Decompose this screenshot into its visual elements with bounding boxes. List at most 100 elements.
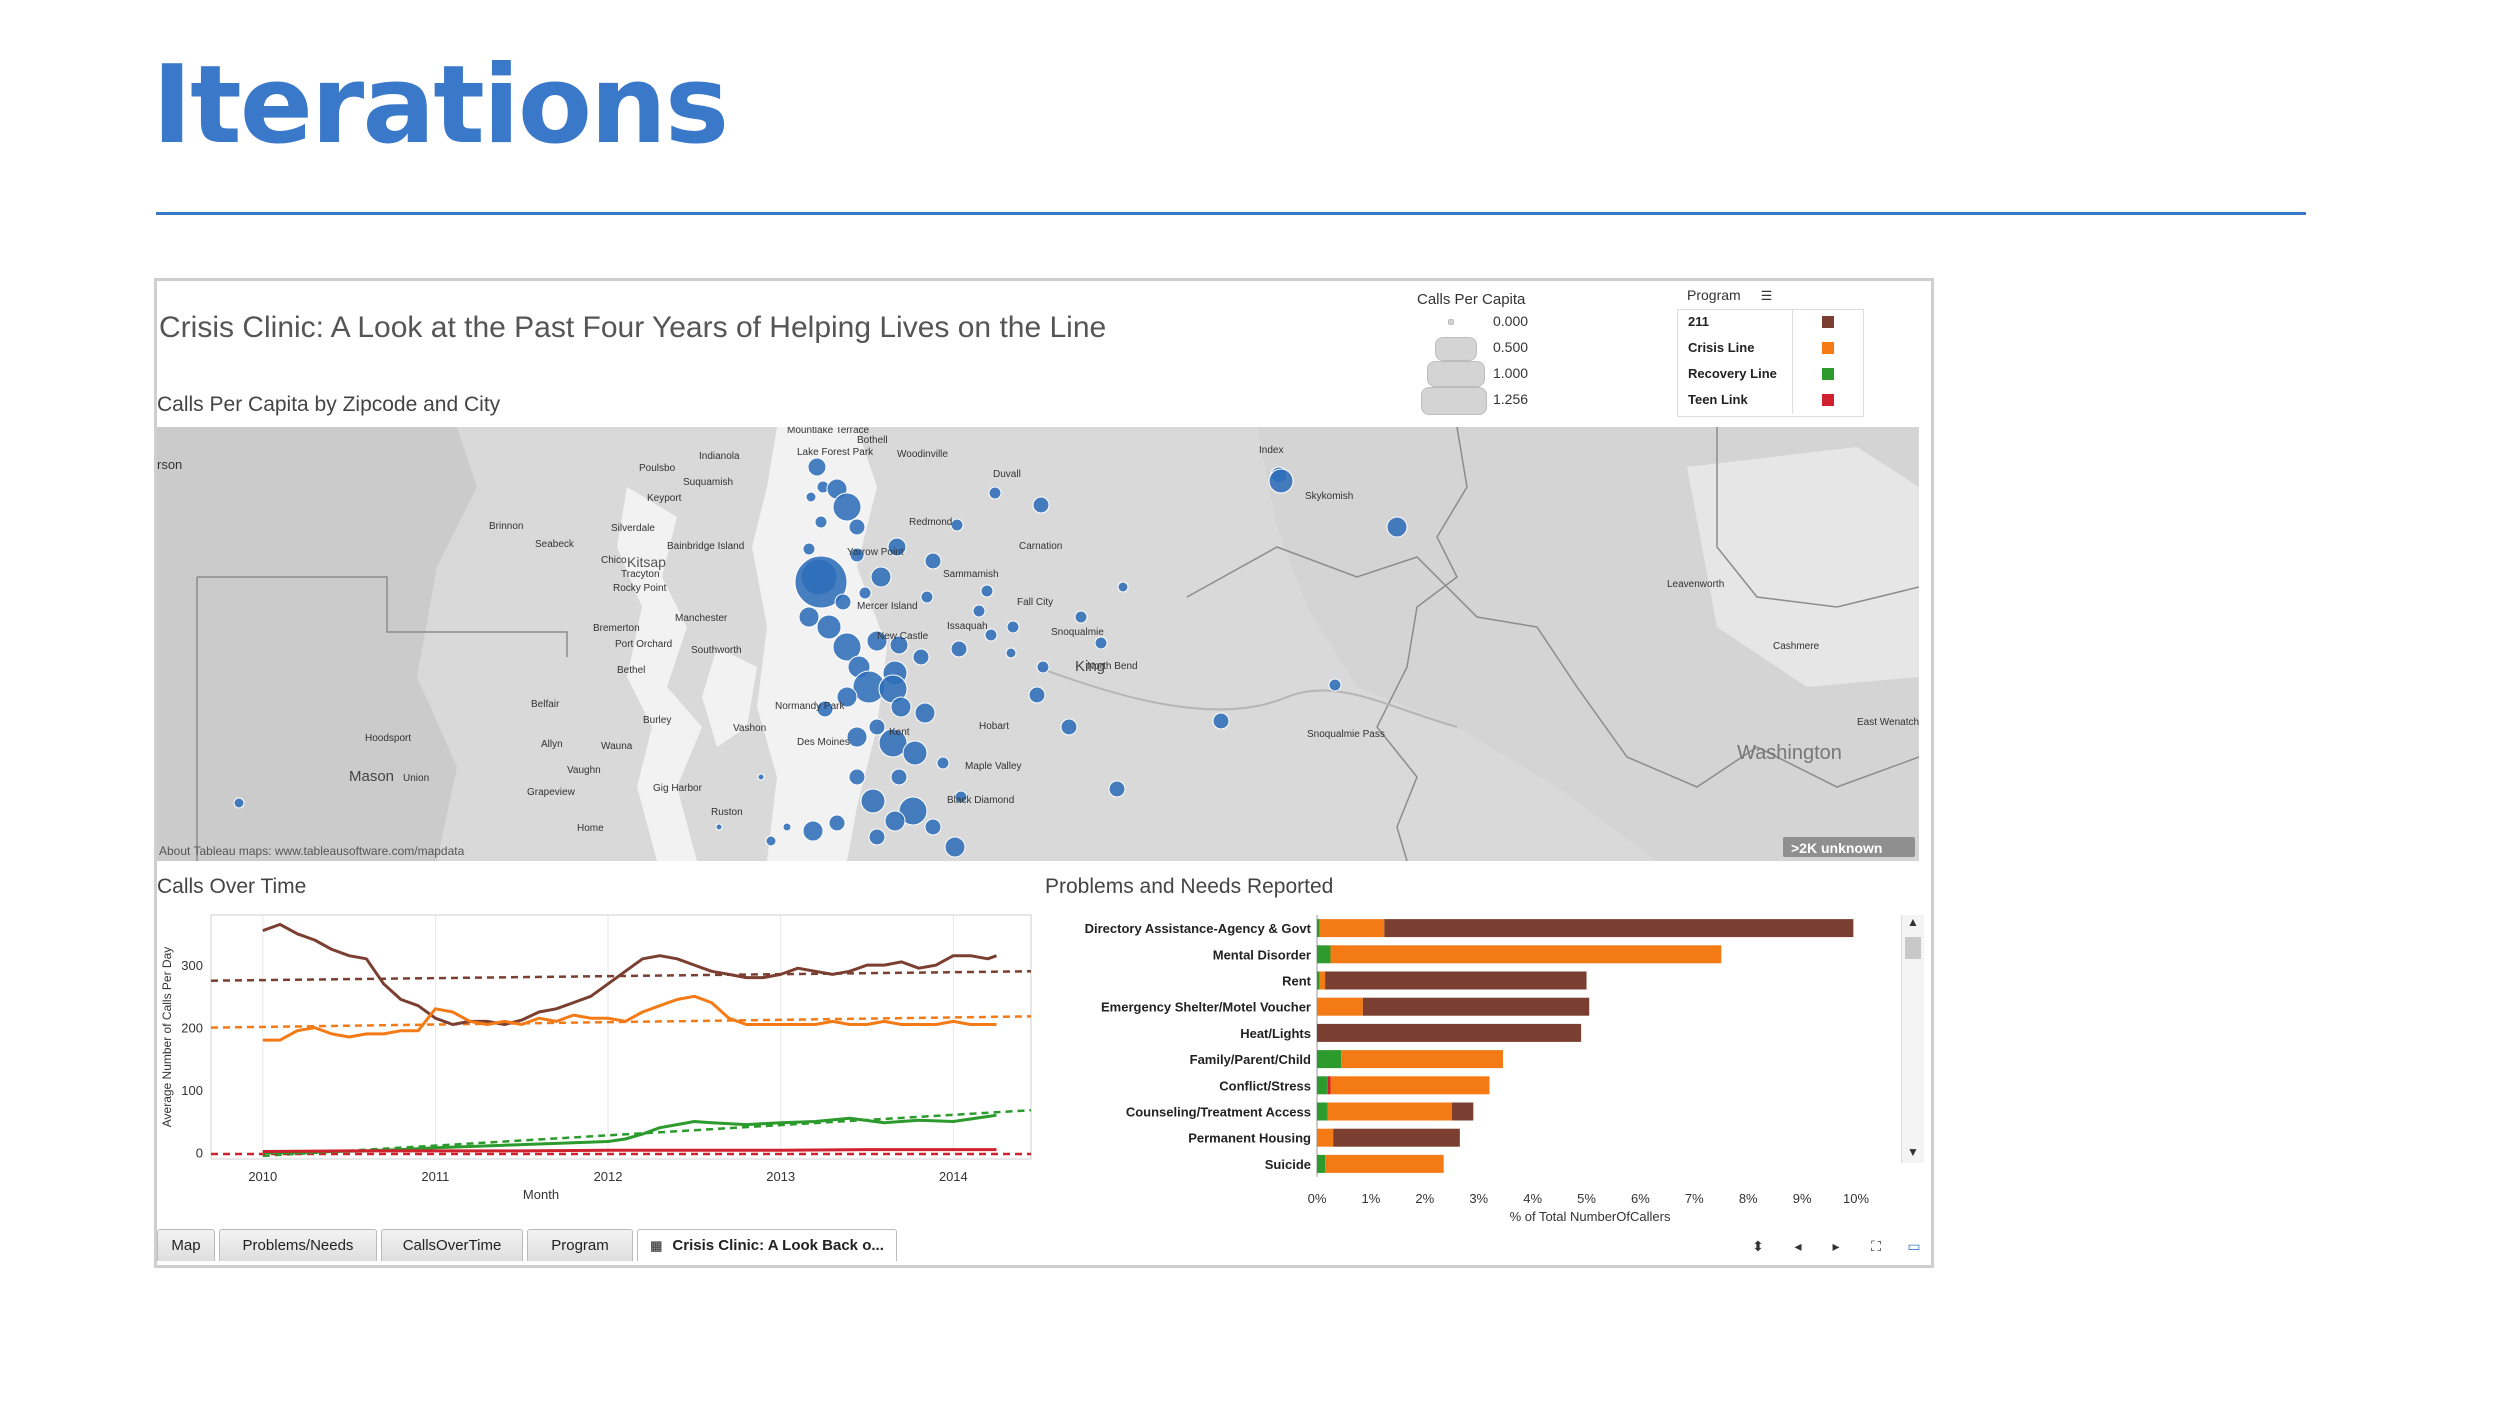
x-tick-label: 0% — [1308, 1191, 1327, 1206]
map-dot — [1036, 660, 1050, 674]
category-label: Heat/Lights — [1240, 1026, 1311, 1041]
size-swatch — [1435, 337, 1477, 361]
category-label: Mental Disorder — [1213, 947, 1311, 962]
bar-segment — [1317, 1154, 1326, 1173]
map-dot — [715, 823, 723, 831]
map-labels: Mountlake Terrace Bothell Lake Forest Pa… — [157, 427, 1919, 834]
bar-segment — [1330, 1076, 1490, 1095]
map-dot — [870, 566, 892, 588]
fullscreen-icon[interactable]: ⛶ — [1871, 1237, 1881, 1254]
map-dots — [233, 457, 1408, 858]
bar-segment — [1317, 971, 1320, 990]
map-label: Brinnon — [489, 521, 523, 532]
map-dot — [868, 718, 886, 736]
title-divider — [156, 212, 2306, 215]
bar-segment — [1325, 971, 1587, 990]
map-dot — [1032, 496, 1050, 514]
legend-item-crisis-line[interactable]: Crisis Line — [1686, 336, 1856, 362]
map-label: Lake Forest Park — [797, 447, 874, 458]
scroll-thumb[interactable] — [1905, 937, 1921, 959]
map-label: Southworth — [691, 645, 742, 656]
sheet-tab-bar: Map Problems/Needs CallsOverTime Program… — [157, 1225, 1931, 1265]
map-dot — [1060, 718, 1078, 736]
map-label: Woodinville — [897, 449, 948, 460]
map-label: Seabeck — [535, 539, 575, 550]
tab-map[interactable]: Map — [157, 1229, 215, 1261]
map-title: Calls Per Capita by Zipcode and City — [157, 393, 501, 416]
map-dot — [1117, 581, 1129, 593]
bar-segment — [1317, 945, 1331, 964]
previous-sheet-icon[interactable]: ◂ — [1794, 1237, 1802, 1254]
y-tick-label: 100 — [181, 1083, 203, 1098]
map-label: Bethel — [617, 665, 645, 676]
scroll-down-icon[interactable]: ▼ — [1907, 1145, 1919, 1159]
presentation-mode-icon[interactable]: ▭ — [1907, 1237, 1921, 1254]
x-tick-label: 2% — [1415, 1191, 1434, 1206]
series-line — [262, 994, 997, 1042]
map-label: Kent — [889, 727, 910, 738]
map-dot — [1006, 620, 1020, 634]
map-dot — [1108, 780, 1126, 798]
bar-chart-svg: Directory Assistance-Agency & Govt Mental… — [1085, 915, 1869, 1224]
map-canvas[interactable]: Mountlake Terrace Bothell Lake Forest Pa… — [157, 427, 1919, 861]
county-border — [1716, 427, 1919, 608]
map-view[interactable]: Mountlake Terrace Bothell Lake Forest Pa… — [157, 427, 1919, 861]
tab-program[interactable]: Program — [527, 1229, 633, 1261]
map-label: Skykomish — [1305, 491, 1353, 502]
map-label: Bremerton — [593, 623, 640, 634]
legend-label: 211 — [1688, 314, 1709, 329]
bar-segment — [1451, 1102, 1474, 1121]
map-label: Snoqualmie — [1051, 627, 1104, 638]
map-dot — [816, 700, 834, 718]
map-dot — [832, 632, 862, 662]
map-dot — [1386, 516, 1408, 538]
map-dot — [757, 773, 765, 781]
map-dot — [890, 768, 908, 786]
x-tick-label: 2011 — [421, 1169, 449, 1184]
bar-chart: Directory Assistance-Agency & Govt Mental… — [1043, 911, 1931, 1224]
map-label: Chico — [601, 555, 627, 566]
map-label: Grapeview — [527, 787, 576, 798]
map-dot — [798, 606, 820, 628]
bar-scrollbar[interactable]: ▲ ▼ — [1901, 915, 1924, 1163]
next-sheet-icon[interactable]: ▸ — [1832, 1237, 1840, 1254]
bar-segment — [1319, 971, 1326, 990]
bar-segment — [1317, 1023, 1582, 1042]
map-dot — [816, 614, 842, 640]
x-tick-label: 8% — [1739, 1191, 1758, 1206]
tab-problems-needs[interactable]: Problems/Needs — [219, 1229, 377, 1261]
scroll-up-icon[interactable]: ▲ — [1907, 915, 1919, 929]
county-border — [1376, 427, 1468, 861]
legend-item-teen-link[interactable]: Teen Link — [1686, 388, 1856, 414]
tab-dashboard[interactable]: ▦ Crisis Clinic: A Look Back o... — [637, 1229, 897, 1261]
bar-segment — [1317, 1102, 1328, 1121]
map-dot — [1005, 647, 1017, 659]
series-line — [262, 922, 998, 1026]
legend-swatch — [1822, 342, 1834, 354]
map-credit-link[interactable]: About Tableau maps: www.tableausoftware.… — [159, 844, 465, 858]
tab-label: Crisis Clinic: A Look Back o... — [672, 1237, 884, 1254]
map-label: Home — [577, 823, 604, 834]
map-label: Manchester — [675, 613, 728, 624]
tab-label: Map — [171, 1237, 201, 1254]
map-label: Vaughn — [567, 765, 601, 776]
map-label: New Castle — [877, 631, 929, 642]
map-dot — [807, 457, 827, 477]
map-dot — [950, 518, 964, 532]
map-label: Keyport — [647, 493, 682, 504]
category-label: Rent — [1282, 974, 1312, 989]
tab-calls-over-time[interactable]: CallsOverTime — [381, 1229, 523, 1261]
map-dot — [802, 542, 816, 556]
legend-item-recovery-line[interactable]: Recovery Line — [1686, 362, 1856, 388]
category-label: Counseling/Treatment Access — [1126, 1105, 1311, 1120]
size-legend-title: Calls Per Capita — [1417, 291, 1526, 308]
program-legend-title: Program ☰ — [1687, 287, 1772, 304]
x-tick-label: 9% — [1793, 1191, 1812, 1206]
unknown-badge[interactable]: >2K unknown — [1791, 840, 1882, 856]
sort-control-icon[interactable]: ⬍ — [1752, 1237, 1764, 1254]
map-label: Index — [1259, 445, 1283, 456]
county-border — [1186, 546, 1919, 788]
legend-item-211[interactable]: 211 — [1686, 310, 1856, 336]
sort-icon[interactable]: ☰ — [1760, 288, 1773, 303]
map-dot — [889, 635, 909, 655]
